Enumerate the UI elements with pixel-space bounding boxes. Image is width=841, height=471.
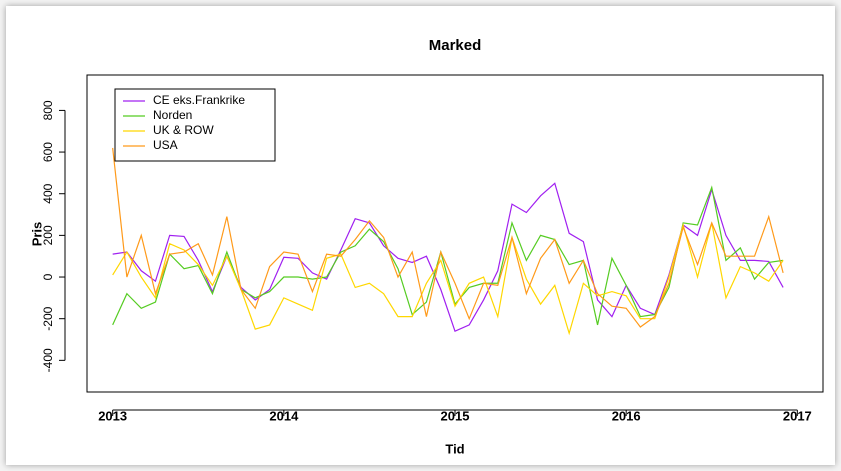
series-line [112,147,784,328]
legend-label: USA [153,138,178,152]
plot-box [86,74,824,393]
y-tick-label: 400 [41,183,55,203]
y-tick-label: 200 [41,225,55,245]
series-line [112,185,784,326]
series-line [112,182,784,332]
x-tick-label: 2013 [98,408,127,423]
chart-title: Marked [429,37,482,54]
y-tick-label: -400 [41,348,55,372]
y-axis-label: Pris [29,222,44,247]
legend-label: UK & ROW [153,123,214,137]
x-axis-label: Tid [445,441,464,456]
y-tick-label: -200 [41,306,55,330]
y-tick-label: 800 [41,100,55,120]
x-tick-label: 2017 [783,408,812,423]
series-line [112,222,784,336]
x-tick-label: 2014 [269,408,299,423]
legend-label: CE eks.Frankrike [153,93,245,107]
y-tick-label: 600 [41,142,55,162]
x-tick-label: 2015 [441,408,470,423]
y-tick-label: 0 [41,273,55,280]
x-tick-label: 2016 [612,408,641,423]
legend-label: Norden [153,108,192,122]
